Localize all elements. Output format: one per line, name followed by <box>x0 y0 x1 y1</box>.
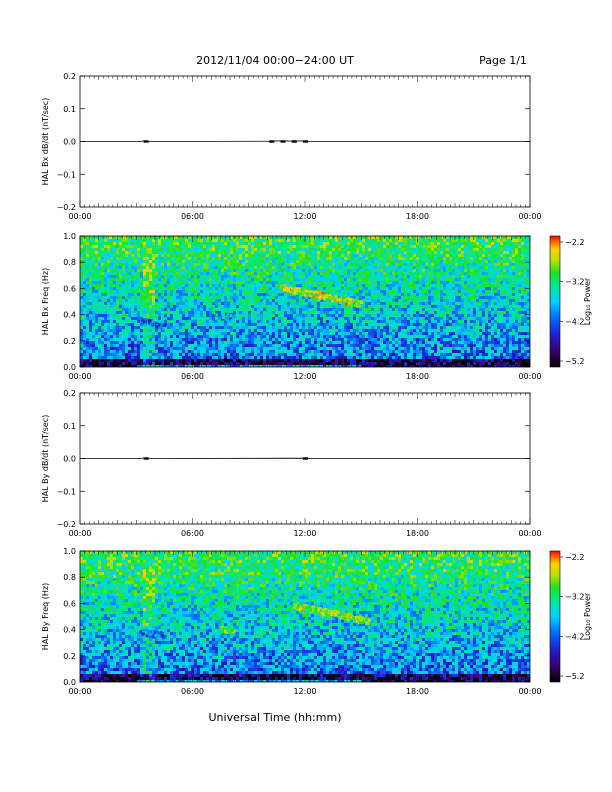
y-tick-label: 0.4 <box>63 311 76 320</box>
data-point <box>303 457 308 460</box>
x-minor-ticks <box>79 393 531 524</box>
y-tick-label: 0.0 <box>63 363 76 372</box>
series-line-0 <box>80 457 530 459</box>
colorbar-tick-label: −4.2 <box>565 632 584 641</box>
x-tick-label: 00:00 <box>518 687 541 696</box>
x-minor-ticks <box>79 236 531 367</box>
x-tick-label: 12:00 <box>293 372 316 381</box>
signal-track-1 <box>213 312 237 322</box>
y-axis-label: HAL Bx dB/dt (nT/sec) <box>41 98 50 186</box>
x-tick-label: 06:00 <box>181 687 204 696</box>
y-tick-label: 0.2 <box>63 72 76 81</box>
x-tick-label: 06:00 <box>181 372 204 381</box>
data-point <box>143 457 149 460</box>
colorbar-gradient <box>549 235 561 368</box>
x-tick-label: 06:00 <box>181 529 204 538</box>
colorbar-tick-label: −3.2 <box>565 278 584 287</box>
y-tick-label: 0.1 <box>63 105 76 114</box>
signal-track-2 <box>139 628 167 641</box>
y-tick-label: 1.0 <box>63 547 76 556</box>
x-tick-label: 18:00 <box>406 372 429 381</box>
y-tick-label: −0.2 <box>57 520 76 529</box>
colorbar-gradient <box>549 550 561 683</box>
x-tick-label: 00:00 <box>518 372 541 381</box>
y-tick-label: 0.0 <box>63 455 76 464</box>
colorbar-tick-label: −5.2 <box>565 357 584 366</box>
x-tick-label: 00:00 <box>68 372 91 381</box>
y-axis-label: HAL Bx Freq (Hz) <box>41 268 50 335</box>
x-tick-label: 18:00 <box>406 687 429 696</box>
panel-by-freq: −2.2 −3.2 −4.2 −5.2 Log₁₀ Power 1.0 0.8 0.6 0.4 0… <box>41 547 592 696</box>
signal-track-0 <box>292 602 371 626</box>
y-axis-label: HAL By dB/dt (nT/sec) <box>41 415 50 503</box>
y-tick-label: 0.6 <box>63 284 76 293</box>
y-tick-label: 0.0 <box>63 138 76 147</box>
colorbar-tick-label: −3.2 <box>565 593 584 602</box>
colorbar-label: Log₁₀ Power <box>583 277 592 325</box>
colorbar-tick-label: −4.2 <box>565 317 584 326</box>
page-number: Page 1/1 <box>479 54 527 67</box>
y-tick-label: 0.2 <box>63 337 76 346</box>
signal-track-0 <box>280 284 363 308</box>
data-point <box>269 140 275 143</box>
data-point <box>291 140 297 143</box>
y-tick-label: 0.6 <box>63 599 76 608</box>
data-point <box>280 140 286 143</box>
x-tick-label: 00:00 <box>68 687 91 696</box>
signal-track-2 <box>139 317 167 332</box>
x-tick-label: 18:00 <box>406 212 429 221</box>
panel-by-dbdt: 0.20.10.0−0.1−0.200:00 06:00 12:00 18:00 00:… <box>41 389 542 538</box>
x-tick-label: 06:00 <box>181 212 204 221</box>
x-tick-label: 00:00 <box>68 529 91 538</box>
colorbar-by-freq: −2.2 −3.2 −4.2 −5.2 Log₁₀ Power <box>549 550 592 683</box>
colorbar-tick-label: −5.2 <box>565 672 584 681</box>
y-axis-label: HAL By Freq (Hz) <box>41 583 50 650</box>
colorbar-tick-label: −2.2 <box>565 553 584 562</box>
panel-bx-dbdt: 0.20.10.0−0.1−0.200:00 06:00 12:00 18:00 00:… <box>41 72 542 221</box>
y-tick-label: 1.0 <box>63 232 76 241</box>
y-tick-label: 0.2 <box>63 389 76 398</box>
spectrogram-by-freq <box>80 551 530 682</box>
data-point <box>303 140 308 143</box>
y-tick-label: 0.4 <box>63 626 76 635</box>
y-tick-label: −0.2 <box>57 203 76 212</box>
colorbar-bx-freq: −2.2 −3.2 −4.2 −5.2 Log₁₀ Power <box>549 235 592 368</box>
x-minor-ticks <box>79 76 531 207</box>
signal-track-1 <box>217 625 236 637</box>
x-tick-label: 18:00 <box>406 529 429 538</box>
x-tick-label: 12:00 <box>293 212 316 221</box>
y-tick-label: 0.8 <box>63 573 76 582</box>
colorbar-tick-label: −2.2 <box>565 238 584 247</box>
y-tick-label: −0.1 <box>57 487 76 496</box>
y-tick-label: 0.2 <box>63 652 76 661</box>
data-point <box>143 140 149 143</box>
colorbar-label: Log₁₀ Power <box>583 592 592 640</box>
x-tick-label: 12:00 <box>293 529 316 538</box>
x-tick-label: 00:00 <box>518 212 541 221</box>
y-tick-label: −0.1 <box>57 170 76 179</box>
spectrogram-bx-freq <box>80 236 530 367</box>
x-axis-title: Universal Time (hh:mm) <box>209 711 342 724</box>
panel-bx-freq: −2.2 −3.2 −4.2 −5.2 Log₁₀ Power 1.0 0.8 0.6 0.4 0… <box>41 232 592 381</box>
page-title: 2012/11/04 00:00−24:00 UT <box>196 54 354 67</box>
x-tick-label: 00:00 <box>68 212 91 221</box>
panels: 0.20.10.0−0.1−0.200:00 06:00 12:00 18:00 00:… <box>41 72 592 696</box>
y-tick-label: 0.1 <box>63 422 76 431</box>
y-tick-label: 0.8 <box>63 258 76 267</box>
x-minor-ticks <box>79 551 531 682</box>
x-tick-label: 00:00 <box>518 529 541 538</box>
y-tick-label: 0.0 <box>63 678 76 687</box>
x-tick-label: 12:00 <box>293 687 316 696</box>
